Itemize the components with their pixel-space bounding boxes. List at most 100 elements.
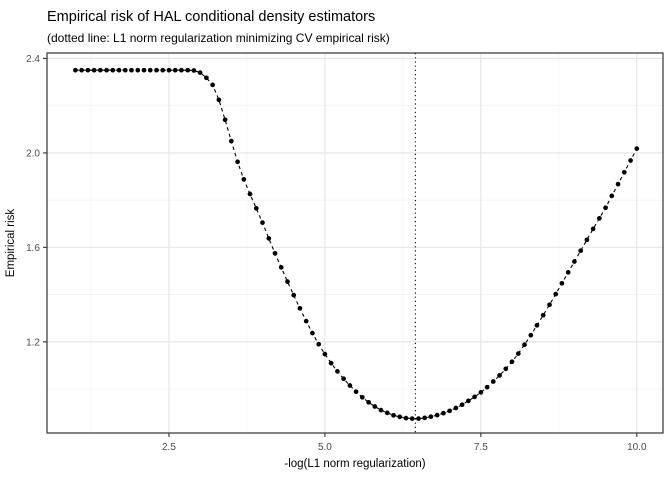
- data-point: [434, 412, 440, 418]
- data-point: [347, 383, 353, 388]
- y-tick-label: 2.4: [26, 54, 40, 65]
- data-point: [565, 270, 571, 275]
- data-point: [79, 67, 84, 73]
- data-point: [441, 410, 446, 416]
- data-point: [409, 416, 415, 421]
- data-point: [509, 359, 515, 365]
- data-point: [397, 414, 403, 420]
- data-point: [534, 322, 540, 328]
- x-tick-label: 7.5: [474, 442, 488, 453]
- data-point: [297, 305, 303, 311]
- data-point: [503, 366, 509, 372]
- data-point: [241, 177, 247, 182]
- risk-curve-line: [75, 69, 638, 420]
- data-point: [204, 75, 209, 81]
- data-point: [216, 97, 222, 103]
- data-point: [97, 67, 103, 73]
- data-point: [73, 67, 78, 73]
- data-point: [472, 394, 477, 400]
- data-point: [466, 398, 471, 404]
- data-point: [129, 67, 134, 73]
- data-point: [453, 405, 459, 411]
- chart-title: Empirical risk of HAL conditional densit…: [47, 9, 375, 25]
- data-point: [116, 67, 122, 73]
- data-point: [497, 373, 502, 378]
- data-point: [621, 169, 627, 175]
- data-point: [291, 292, 297, 298]
- data-point: [166, 67, 172, 73]
- data-point: [615, 181, 621, 187]
- data-point: [104, 67, 109, 73]
- data-point: [272, 250, 278, 256]
- data-point: [634, 146, 640, 151]
- data-point: [447, 408, 453, 414]
- x-tick-label: 2.5: [162, 442, 176, 453]
- y-tick-label: 1.6: [26, 243, 40, 254]
- data-point: [384, 410, 390, 416]
- data-point: [260, 220, 265, 225]
- x-tick-label: 5.0: [318, 442, 332, 453]
- data-point: [197, 70, 203, 75]
- data-point: [428, 414, 434, 420]
- data-point: [160, 67, 166, 73]
- data-point: [522, 342, 527, 348]
- data-point: [316, 341, 322, 347]
- data-point: [135, 67, 141, 73]
- data-point: [141, 67, 147, 73]
- data-point: [559, 280, 565, 286]
- gridlines-layer: [47, 53, 663, 433]
- data-point: [328, 360, 334, 366]
- data-point: [147, 67, 153, 73]
- data-point: [353, 389, 359, 395]
- data-point: [228, 138, 234, 144]
- data-point: [590, 226, 596, 232]
- data-point: [266, 236, 272, 241]
- data-point: [359, 394, 365, 400]
- data-point: [154, 67, 159, 73]
- data-point: [597, 215, 602, 221]
- axis-ticks-layer: 2.5 5.0 7.5 10.0 1.2 1.6 2.0 2.4: [26, 54, 647, 453]
- data-point: [191, 68, 197, 73]
- data-point: [572, 259, 577, 264]
- data-point: [416, 416, 421, 421]
- data-point: [172, 67, 178, 73]
- data-point: [110, 67, 116, 73]
- data-point: [341, 376, 346, 382]
- data-point: [459, 402, 465, 408]
- data-point: [547, 302, 552, 308]
- data-point: [628, 158, 633, 163]
- data-point: [391, 412, 396, 418]
- data-point: [366, 399, 371, 405]
- data-point: [253, 206, 259, 211]
- data-point: [335, 369, 340, 374]
- x-axis-title: -log(L1 norm regularization): [284, 458, 425, 470]
- data-point: [403, 415, 409, 421]
- chart-subtitle: (dotted line: L1 norm regularization min…: [47, 31, 390, 45]
- data-point: [422, 415, 428, 421]
- data-point: [185, 67, 191, 73]
- data-point: [310, 330, 315, 336]
- data-point: [122, 67, 128, 73]
- data-point: [584, 237, 590, 243]
- y-tick-label: 1.2: [26, 337, 40, 348]
- data-point: [303, 318, 309, 324]
- data-point: [553, 291, 559, 297]
- data-point: [484, 384, 490, 390]
- data-point: [528, 332, 534, 338]
- data-point: [91, 67, 97, 73]
- y-axis-title: Empirical risk: [5, 209, 17, 278]
- data-point: [235, 159, 240, 165]
- data-point: [85, 67, 91, 73]
- x-tick-label: 10.0: [627, 442, 647, 453]
- data-point: [609, 193, 615, 199]
- data-point: [478, 390, 484, 395]
- data-point: [322, 351, 328, 357]
- y-tick-label: 2.0: [26, 148, 40, 159]
- data-point: [278, 265, 284, 270]
- data-point: [372, 404, 378, 409]
- data-point: [285, 279, 290, 284]
- panel-border-layer: [46, 52, 664, 434]
- data-point: [222, 117, 228, 123]
